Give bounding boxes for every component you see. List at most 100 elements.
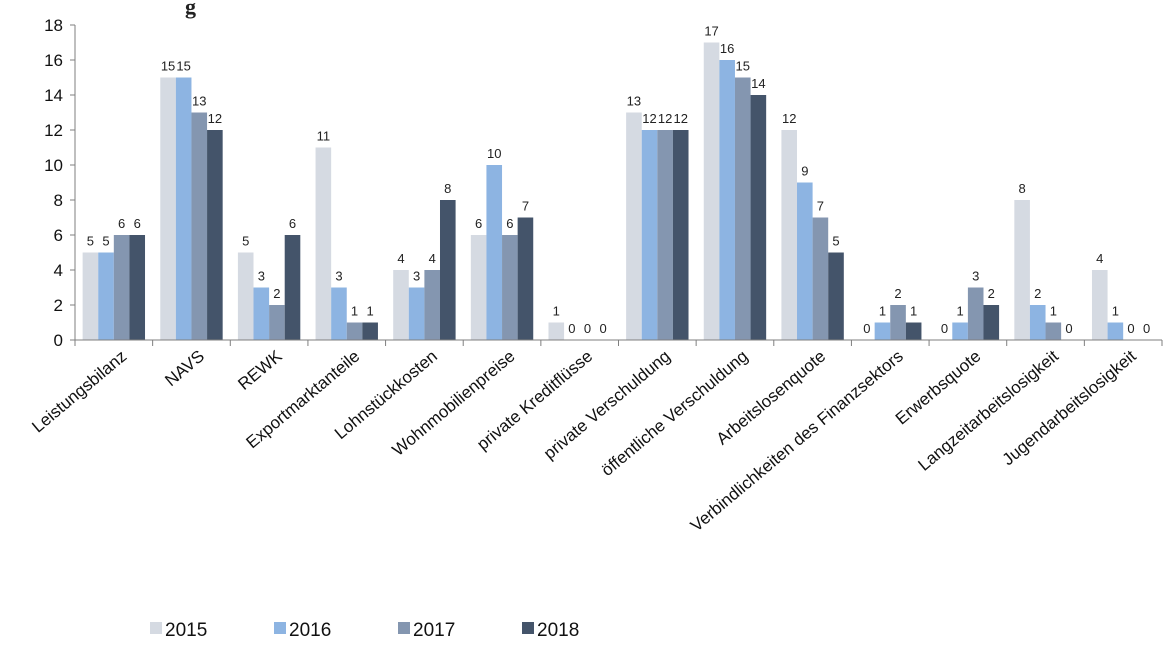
- data-label: 7: [522, 199, 529, 214]
- x-tick-label: private Verschuldung: [540, 347, 674, 464]
- bar-2018: [750, 95, 767, 340]
- bar-2018: [672, 130, 689, 340]
- bar-2017: [191, 112, 208, 340]
- bar-2015: [626, 112, 642, 340]
- bar-2017: [113, 235, 130, 340]
- legend: 2015 2016 2017 2018: [150, 620, 579, 641]
- bar-2016: [1029, 305, 1046, 340]
- data-label: 1: [910, 304, 917, 319]
- data-label: 2: [894, 286, 901, 301]
- data-label: 0: [1127, 321, 1134, 336]
- bar-2016: [797, 182, 813, 340]
- x-tick-label: Langzeitarbeitslosigkeit: [915, 346, 1063, 474]
- data-label: 5: [102, 234, 109, 249]
- bar-2016: [486, 165, 503, 340]
- bar-2017: [967, 287, 984, 340]
- data-label: 3: [258, 269, 265, 284]
- data-label: 1: [367, 304, 374, 319]
- y-tick-label: 14: [44, 86, 63, 105]
- bar-2018: [439, 200, 456, 340]
- chart-title-fragment: g: [185, 0, 196, 19]
- data-label: 16: [720, 41, 734, 56]
- legend-label: 2017: [413, 620, 455, 641]
- y-tick-label: 0: [54, 331, 63, 350]
- bar-2018: [828, 252, 844, 340]
- data-label: 0: [584, 321, 591, 336]
- data-label: 14: [751, 76, 765, 91]
- data-label: 12: [642, 111, 656, 126]
- data-label: 12: [673, 111, 687, 126]
- data-label: 1: [351, 304, 358, 319]
- legend-label: 2016: [289, 620, 331, 641]
- data-label: 1: [553, 304, 560, 319]
- data-label: 2: [1034, 286, 1041, 301]
- bar-2015: [160, 77, 176, 340]
- data-label: 9: [801, 164, 808, 179]
- bar-2016: [1107, 322, 1124, 340]
- data-label: 3: [972, 269, 979, 284]
- bar-2017: [424, 270, 440, 340]
- bar-2015: [237, 252, 254, 340]
- legend-label: 2018: [537, 620, 579, 641]
- y-tick-label: 18: [44, 16, 63, 35]
- y-tick-label: 16: [44, 51, 63, 70]
- bar-2017: [734, 77, 751, 340]
- bar-2018: [129, 235, 146, 340]
- data-label: 0: [1065, 321, 1072, 336]
- x-tick-label: NAVS: [161, 347, 208, 391]
- bar-2016: [952, 322, 968, 340]
- bar-2015: [315, 147, 332, 340]
- data-label: 4: [397, 251, 404, 266]
- bar-2017: [502, 235, 518, 340]
- y-tick-label: 2: [54, 296, 63, 315]
- data-label: 5: [242, 234, 249, 249]
- data-label: 15: [176, 59, 190, 74]
- data-label: 3: [413, 269, 420, 284]
- data-label: 6: [118, 216, 125, 231]
- bar-2017: [890, 305, 906, 340]
- bar-2015: [548, 322, 565, 340]
- bar-2018: [517, 217, 534, 340]
- data-label: 0: [863, 321, 870, 336]
- data-label: 8: [1019, 181, 1026, 196]
- bar-2017: [269, 305, 285, 340]
- bar-2016: [253, 287, 270, 340]
- y-tick-label: 10: [44, 156, 63, 175]
- y-axis: 0 2 4 6 8 10 12 14 16 18: [44, 16, 76, 350]
- data-label: 2: [988, 286, 995, 301]
- data-label: 0: [1143, 321, 1150, 336]
- x-tick-label: REWK: [234, 346, 286, 394]
- bar-2016: [408, 287, 425, 340]
- data-label: 12: [208, 111, 222, 126]
- bar-2015: [703, 42, 720, 340]
- data-label: 13: [627, 94, 641, 109]
- bar-2015: [470, 235, 487, 340]
- bar-2018: [905, 322, 922, 340]
- data-label: 2: [273, 286, 280, 301]
- data-label: 5: [87, 234, 94, 249]
- data-label: 0: [568, 321, 575, 336]
- data-label: 0: [599, 321, 606, 336]
- bar-2015: [781, 130, 798, 340]
- legend-swatch: [522, 622, 534, 634]
- bar-2017: [657, 130, 673, 340]
- data-label: 8: [444, 181, 451, 196]
- data-label: 13: [192, 94, 206, 109]
- data-label: 12: [658, 111, 672, 126]
- bar-2018: [983, 305, 1000, 340]
- data-label: 15: [161, 59, 175, 74]
- data-label: 4: [1096, 251, 1103, 266]
- data-label: 17: [704, 24, 718, 39]
- x-tick-label: öffentliche Verschuldung: [598, 347, 752, 480]
- bar-2016: [719, 60, 735, 340]
- bar-2016: [175, 77, 192, 340]
- bar-2016: [874, 322, 891, 340]
- bar-2015: [393, 270, 409, 340]
- x-tick-label: Leistungsbilanz: [28, 347, 130, 437]
- bar-2018: [207, 130, 223, 340]
- data-label: 5: [832, 234, 839, 249]
- data-label: 10: [487, 146, 501, 161]
- data-label: 6: [475, 216, 482, 231]
